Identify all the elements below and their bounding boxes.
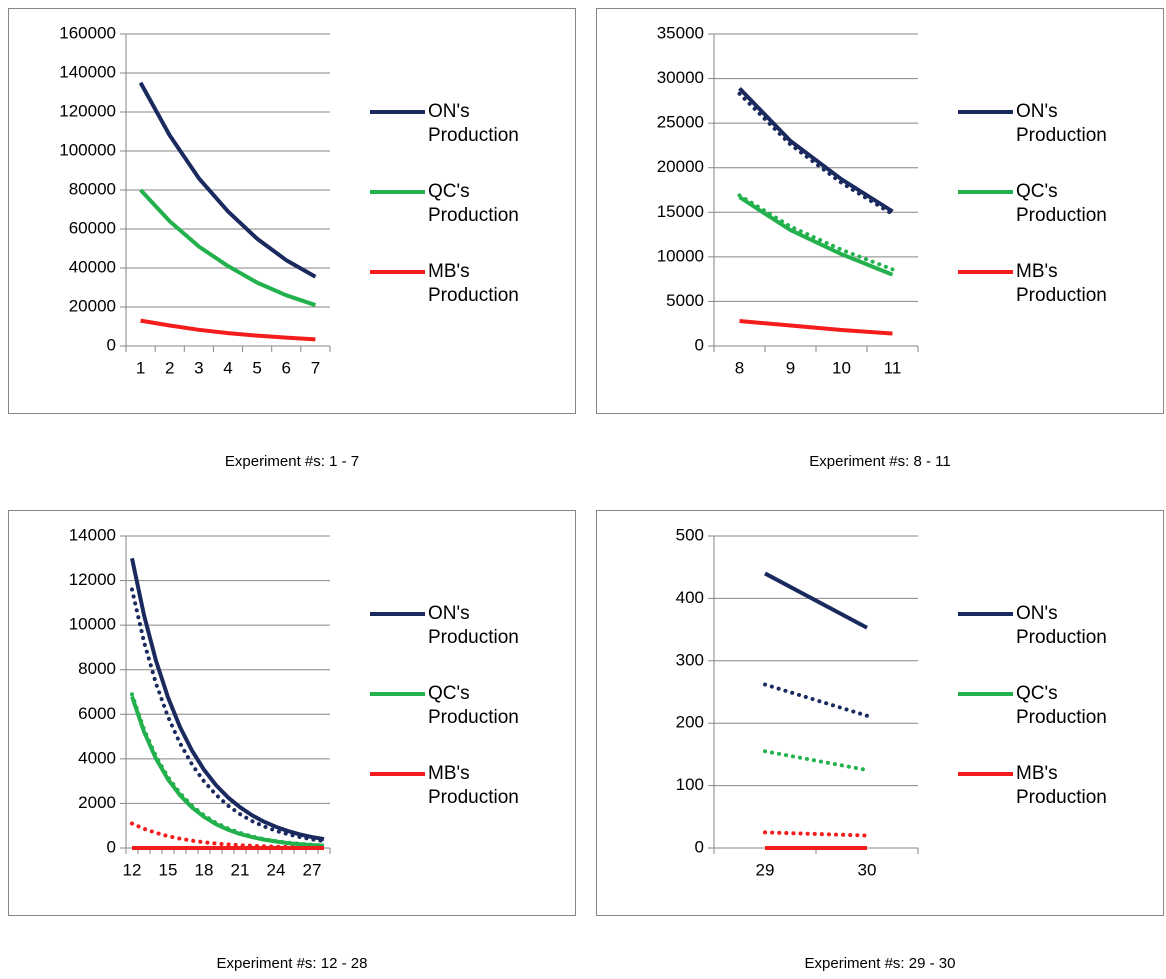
series-line [764, 571, 868, 630]
legend-label: MB's Production [428, 261, 519, 306]
x-tick-label: 9 [786, 358, 795, 377]
legend-label: QC's Production [1016, 683, 1107, 728]
series-line [130, 557, 325, 842]
y-tick-label: 14000 [69, 525, 116, 544]
y-tick-label: 10000 [69, 615, 116, 634]
y-tick-label: 20000 [69, 296, 116, 315]
trend-line [763, 682, 869, 718]
series-line [139, 188, 317, 307]
legend-label: MB's Production [428, 763, 519, 808]
legend-label: MB's Production [1016, 763, 1107, 808]
y-tick-label: 6000 [78, 704, 116, 723]
series-line [739, 319, 893, 336]
x-tick-label: 10 [832, 358, 851, 377]
x-tick-label: 11 [884, 358, 902, 377]
x-tick-label: 24 [267, 860, 286, 879]
y-tick-label: 10000 [657, 246, 704, 265]
x-tick-label: 30 [858, 860, 877, 879]
x-tick-label: 27 [303, 860, 322, 879]
chart-frame [596, 8, 1164, 414]
chart-caption: Experiment #s: 12 - 28 [217, 955, 368, 972]
y-tick-label: 0 [107, 335, 116, 354]
y-tick-label: 0 [695, 335, 704, 354]
y-tick-label: 25000 [657, 113, 704, 132]
x-tick-label: 12 [123, 860, 142, 879]
trend-line [737, 91, 895, 217]
y-tick-label: 140000 [59, 62, 116, 81]
x-tick-label: 3 [194, 358, 203, 377]
x-tick-label: 7 [311, 358, 320, 377]
y-tick-label: 40000 [69, 257, 116, 276]
trend-line [763, 749, 869, 772]
y-tick-label: 12000 [69, 570, 116, 589]
y-tick-label: 2000 [78, 793, 116, 812]
series-line [140, 318, 316, 342]
x-tick-label: 21 [231, 860, 250, 879]
x-tick-label: 4 [223, 358, 232, 377]
y-tick-label: 4000 [78, 748, 116, 767]
y-tick-label: 100 [676, 775, 704, 794]
x-tick-label: 15 [159, 860, 178, 879]
legend-label: MB's Production [1016, 261, 1107, 306]
x-tick-label: 5 [252, 358, 261, 377]
legend-label: ON's Production [1016, 101, 1107, 146]
x-tick-label: 1 [136, 358, 145, 377]
chart-frame [8, 510, 576, 916]
y-tick-label: 8000 [78, 659, 116, 678]
legend-label: QC's Production [428, 181, 519, 226]
legend-label: ON's Production [428, 101, 519, 146]
x-tick-label: 29 [756, 860, 775, 879]
x-tick-label: 2 [165, 358, 174, 377]
y-tick-label: 30000 [657, 68, 704, 87]
y-tick-label: 160000 [59, 23, 116, 42]
trend-line [763, 830, 869, 838]
legend-label: QC's Production [1016, 181, 1107, 226]
x-tick-label: 6 [282, 358, 291, 377]
y-tick-label: 0 [695, 837, 704, 856]
trend-line [130, 587, 326, 844]
y-tick-label: 20000 [657, 157, 704, 176]
chart-caption: Experiment #s: 1 - 7 [225, 453, 359, 470]
chart-frame [596, 510, 1164, 916]
chart-frame [8, 8, 576, 414]
series-line [138, 81, 317, 279]
chart-caption: Experiment #s: 29 - 30 [805, 955, 956, 972]
series-line [738, 195, 894, 277]
series-line [738, 86, 894, 214]
y-tick-label: 5000 [666, 291, 704, 310]
y-tick-label: 35000 [657, 23, 704, 42]
y-tick-label: 120000 [59, 101, 116, 120]
y-tick-label: 15000 [657, 202, 704, 221]
y-tick-label: 0 [107, 837, 116, 856]
x-tick-label: 8 [735, 358, 744, 377]
chart-caption: Experiment #s: 8 - 11 [809, 453, 950, 470]
y-tick-label: 200 [676, 713, 704, 732]
series-line [130, 695, 325, 848]
legend-label: ON's Production [1016, 603, 1107, 648]
y-tick-label: 80000 [69, 179, 116, 198]
y-tick-label: 100000 [59, 140, 116, 159]
y-tick-label: 300 [676, 650, 704, 669]
legend-label: ON's Production [428, 603, 519, 648]
y-tick-label: 500 [676, 525, 704, 544]
x-tick-label: 18 [195, 860, 214, 879]
y-tick-label: 400 [676, 588, 704, 607]
y-tick-label: 60000 [69, 218, 116, 237]
legend-label: QC's Production [428, 683, 519, 728]
trend-line [737, 193, 895, 272]
